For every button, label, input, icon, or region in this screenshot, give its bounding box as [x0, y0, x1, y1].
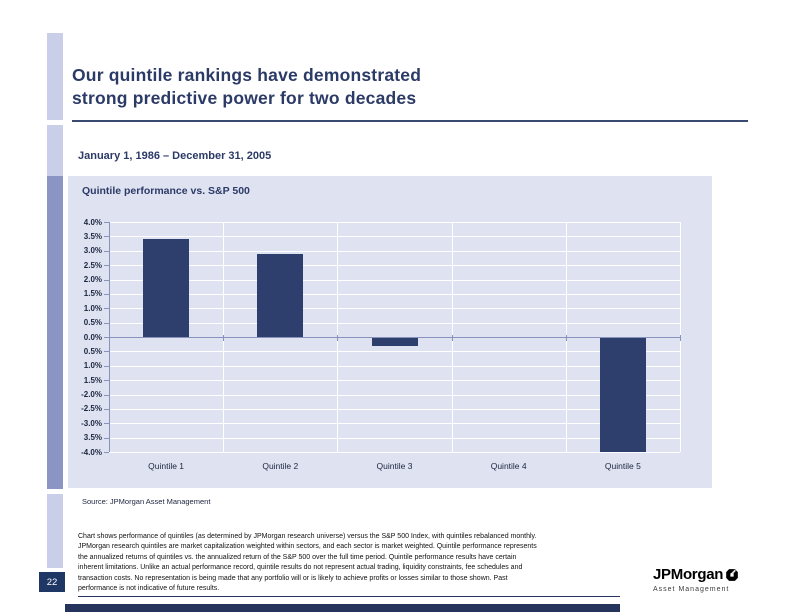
y-axis-tick	[104, 365, 109, 367]
date-range-subtitle: January 1, 1986 – December 31, 2005	[78, 150, 272, 162]
title-underline	[72, 120, 748, 122]
brand-logo: JPMorgan Asset Management	[653, 566, 783, 593]
y-axis-tick	[104, 236, 109, 238]
disclaimer-line: Chart shows performance of quintiles (as…	[78, 533, 537, 540]
chart-bar	[599, 337, 646, 452]
jpmorgan-octagon-icon	[725, 568, 739, 582]
y-tick-label: 0.5%	[83, 318, 102, 328]
chart-bar	[257, 253, 304, 337]
accent-strip-top	[47, 33, 63, 120]
disclaimer-line: JPMorgan research quintiles are market c…	[78, 543, 537, 551]
gridline-horizontal	[109, 452, 680, 453]
gridline-horizontal	[109, 380, 680, 382]
x-category-label: Quintile 2	[262, 461, 299, 471]
chart-title: Quintile performance vs. S&P 500	[82, 185, 250, 197]
y-axis-tick	[104, 279, 109, 281]
x-axis-tick	[680, 335, 681, 341]
y-tick-label: 1.5%	[83, 289, 102, 299]
disclaimer-line: inherent limitations. Unlike an actual p…	[78, 564, 523, 572]
x-axis-tick	[223, 335, 225, 341]
y-tick-label: 1.0%	[83, 361, 102, 371]
disclaimer-line: transaction costs. No representation is …	[78, 574, 508, 582]
source-note: Source: JPMorgan Asset Management	[82, 497, 211, 506]
y-tick-label: 0.0%	[83, 332, 102, 342]
disclaimer-text: Chart shows performance of quintiles (as…	[78, 532, 623, 594]
gridline-horizontal	[109, 365, 680, 367]
y-axis-tick	[104, 423, 109, 425]
page-number: 22	[39, 572, 65, 592]
x-axis-tick	[337, 335, 339, 341]
y-axis-tick	[104, 308, 109, 310]
chart-bar	[371, 337, 418, 346]
page-title-line2: strong predictive power for two decades	[72, 88, 417, 108]
y-axis-tick	[104, 394, 109, 396]
y-axis-tick	[104, 337, 109, 338]
y-axis-tick	[104, 408, 109, 410]
x-category-label: Quintile 4	[490, 461, 527, 471]
gridline-horizontal	[109, 308, 680, 310]
accent-strip-chart	[47, 176, 63, 489]
y-tick-label: 1.0%	[83, 303, 102, 313]
x-category-label: Quintile 5	[604, 461, 641, 471]
accent-strip-upper	[47, 125, 63, 176]
gridline-horizontal	[109, 265, 680, 267]
y-tick-label: 3.5%	[83, 433, 102, 443]
x-axis-tick	[451, 335, 453, 341]
disclaimer-line: the annualized returns of quintiles vs. …	[78, 553, 517, 561]
y-tick-label: -2.0%	[81, 390, 102, 399]
logo-text: JPMorgan	[653, 566, 724, 583]
page-title: Our quintile rankings have demonstrated …	[72, 64, 632, 110]
accent-strip-lower	[47, 494, 63, 568]
gridline-horizontal	[109, 322, 680, 324]
gridline-horizontal	[109, 279, 680, 281]
y-axis-tick	[104, 437, 109, 439]
y-axis-tick	[104, 222, 109, 223]
gridline-horizontal	[109, 250, 680, 252]
gridline-horizontal	[109, 236, 680, 238]
y-axis-tick	[104, 265, 109, 267]
y-tick-label: 2.5%	[83, 260, 102, 270]
y-axis-tick	[104, 380, 109, 382]
y-tick-label: -4.0%	[81, 447, 102, 457]
plot-area: 4.0% 3.5% 3.0% 2.5% 2.0% 1.5% 1.0% 0.5% 0.0% 0.5%…	[81, 218, 681, 471]
gridline-horizontal	[109, 394, 680, 396]
bottom-accent-bar	[65, 604, 620, 612]
x-axis-line	[109, 337, 680, 338]
y-axis-tick	[104, 452, 109, 453]
y-tick-label: -2.5%	[81, 404, 102, 414]
y-tick-label: 2.0%	[83, 275, 102, 284]
y-axis-tick	[104, 351, 109, 353]
y-tick-label: 3.5%	[83, 231, 102, 241]
y-axis-tick	[104, 293, 109, 295]
disclaimer-line: performance is not indicative of future …	[78, 585, 220, 593]
y-tick-label: 4.0%	[83, 217, 102, 227]
y-tick-label: 3.0%	[83, 246, 102, 256]
footer-rule	[78, 596, 620, 597]
y-axis-tick	[104, 250, 109, 252]
gridline-horizontal	[109, 437, 680, 439]
y-tick-label: -3.0%	[81, 418, 102, 428]
x-axis-tick	[109, 335, 110, 341]
x-category-label: Quintile 1	[148, 461, 185, 471]
gridline-horizontal	[109, 423, 680, 425]
page-title-line1: Our quintile rankings have demonstrated	[72, 65, 422, 85]
gridline-horizontal	[109, 293, 680, 295]
chart-panel: Quintile performance vs. S&P 500 4.0% 3.5…	[68, 176, 712, 488]
x-category-label: Quintile 3	[376, 461, 413, 471]
chart-bar	[143, 239, 190, 337]
x-axis-tick	[565, 335, 567, 341]
gridline-horizontal	[109, 351, 680, 353]
gridline-horizontal	[109, 408, 680, 410]
y-axis-tick	[104, 322, 109, 324]
y-tick-label: 1.5%	[83, 375, 102, 385]
y-tick-label: 0.5%	[83, 346, 102, 356]
gridline-horizontal	[109, 222, 680, 223]
logo-subtext: Asset Management	[653, 586, 730, 593]
